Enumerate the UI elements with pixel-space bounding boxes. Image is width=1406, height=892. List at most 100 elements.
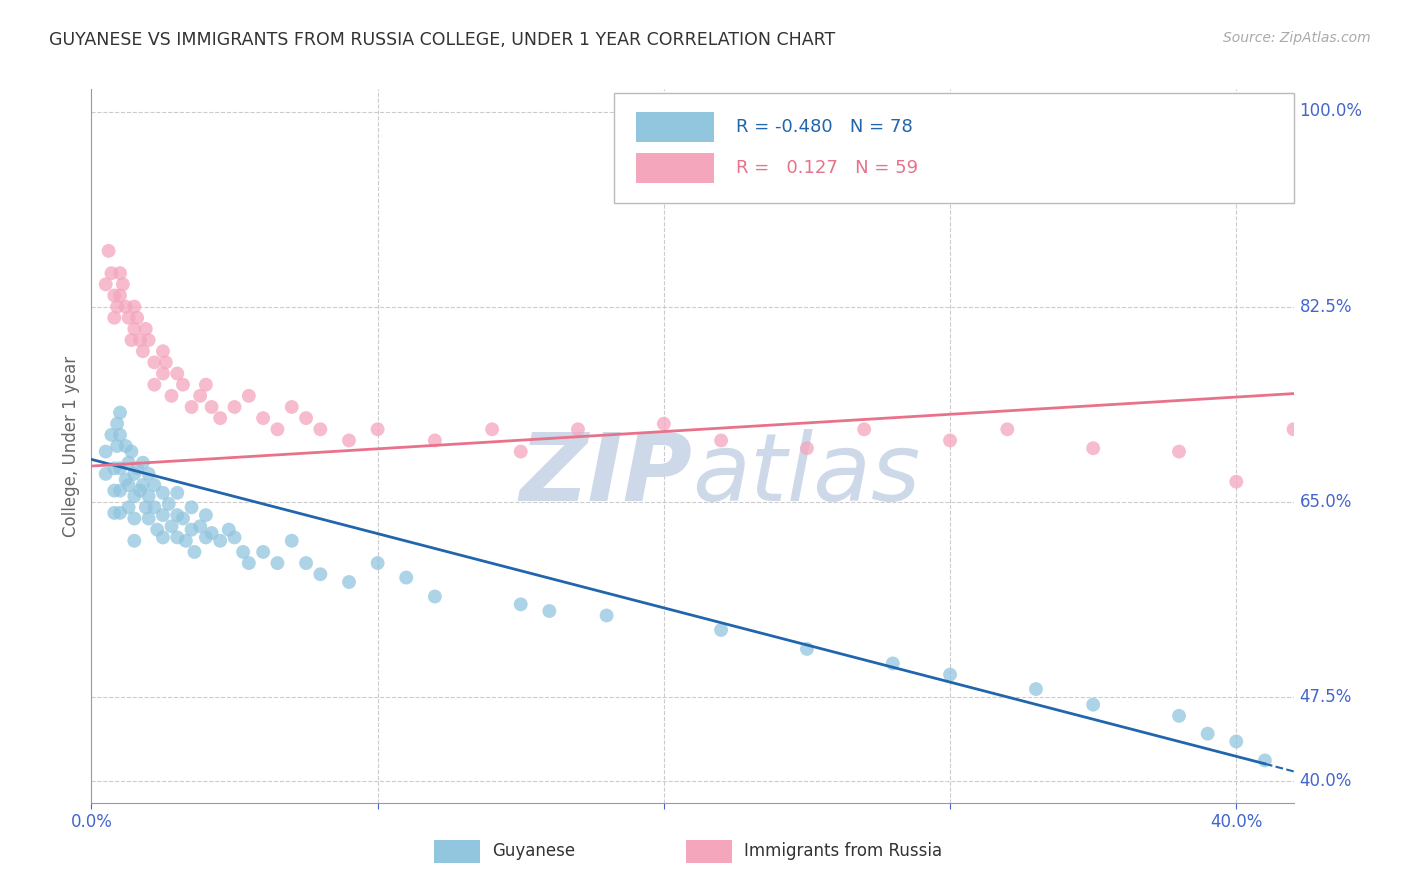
Point (538, 604, 561, 618)
Point (238, 389, 260, 403)
Text: R =   0.127   N = 59: R = 0.127 N = 59 (735, 159, 918, 177)
Point (152, 530, 174, 544)
Point (188, 519, 211, 533)
FancyBboxPatch shape (614, 93, 1294, 203)
Point (509, 598, 531, 612)
Point (105, 417, 128, 431)
Point (103, 288, 125, 302)
Point (138, 333, 160, 347)
Point (124, 511, 146, 525)
Point (238, 556, 260, 570)
Text: 82.5%: 82.5% (1299, 298, 1353, 316)
Point (595, 608, 617, 623)
Point (180, 500, 202, 515)
Point (94, 467, 117, 481)
Point (152, 344, 174, 359)
Bar (636, 153, 714, 183)
Point (1368, 452, 1391, 467)
Point (124, 467, 146, 481)
Point (157, 497, 180, 511)
Point (94, 444, 117, 458)
Point (103, 483, 125, 498)
Point (127, 461, 149, 475)
Y-axis label: College, Under 1 year: College, Under 1 year (62, 355, 80, 537)
Point (1197, 726, 1219, 740)
Point (337, 575, 360, 590)
Point (135, 500, 157, 515)
Point (129, 333, 152, 347)
Point (132, 344, 155, 359)
Text: R = -0.480   N = 78: R = -0.480 N = 78 (735, 118, 912, 136)
Text: Guyanese: Guyanese (492, 842, 575, 860)
Point (124, 300, 146, 314)
Point (423, 434, 446, 448)
Point (152, 367, 174, 381)
Point (423, 590, 446, 604)
Point (796, 641, 818, 656)
Point (138, 467, 160, 481)
Point (155, 355, 177, 369)
Point (882, 657, 904, 671)
Point (194, 508, 217, 523)
Point (1168, 444, 1191, 458)
Point (114, 300, 136, 314)
Point (224, 530, 246, 544)
Point (117, 456, 139, 470)
Text: 65.0%: 65.0% (1299, 492, 1353, 511)
Point (218, 523, 240, 537)
Point (105, 439, 128, 453)
Point (281, 533, 304, 548)
Point (796, 442, 818, 455)
Point (132, 456, 155, 470)
Point (108, 428, 131, 442)
Point (166, 530, 188, 544)
Point (127, 310, 149, 325)
Point (108, 288, 131, 302)
Point (180, 523, 202, 537)
Point (103, 461, 125, 475)
Point (1310, 448, 1333, 462)
Point (166, 367, 188, 381)
Point (188, 389, 211, 403)
Point (266, 422, 288, 436)
Bar (636, 112, 714, 142)
Point (143, 478, 166, 492)
Point (152, 485, 174, 500)
Point (1225, 734, 1247, 748)
Point (995, 422, 1018, 436)
Point (124, 489, 146, 503)
Point (94, 277, 117, 292)
Point (97, 244, 120, 258)
Text: GUYANESE VS IMMIGRANTS FROM RUSSIA COLLEGE, UNDER 1 YEAR CORRELATION CHART: GUYANESE VS IMMIGRANTS FROM RUSSIA COLLE… (49, 31, 835, 49)
Point (108, 461, 131, 475)
Point (309, 567, 332, 582)
Point (100, 266, 122, 280)
Point (124, 533, 146, 548)
Point (114, 472, 136, 486)
Point (143, 500, 166, 515)
Text: Source: ZipAtlas.com: Source: ZipAtlas.com (1223, 31, 1371, 45)
Text: 40.0%: 40.0% (1299, 772, 1353, 789)
Point (266, 556, 288, 570)
Point (1081, 442, 1104, 455)
Point (209, 533, 232, 548)
Point (172, 511, 194, 525)
Point (395, 571, 418, 585)
Point (108, 266, 131, 280)
Point (117, 500, 139, 515)
Point (194, 377, 217, 392)
Point (295, 556, 318, 570)
Point (194, 530, 217, 544)
Point (567, 422, 589, 436)
Point (166, 508, 188, 523)
Point (132, 478, 155, 492)
Point (710, 623, 733, 637)
Bar (686, 840, 733, 863)
Point (939, 434, 962, 448)
Point (232, 545, 254, 559)
Point (105, 300, 128, 314)
Text: Immigrants from Russia: Immigrants from Russia (744, 842, 942, 860)
Point (138, 511, 160, 525)
Point (135, 322, 157, 336)
Point (367, 556, 389, 570)
